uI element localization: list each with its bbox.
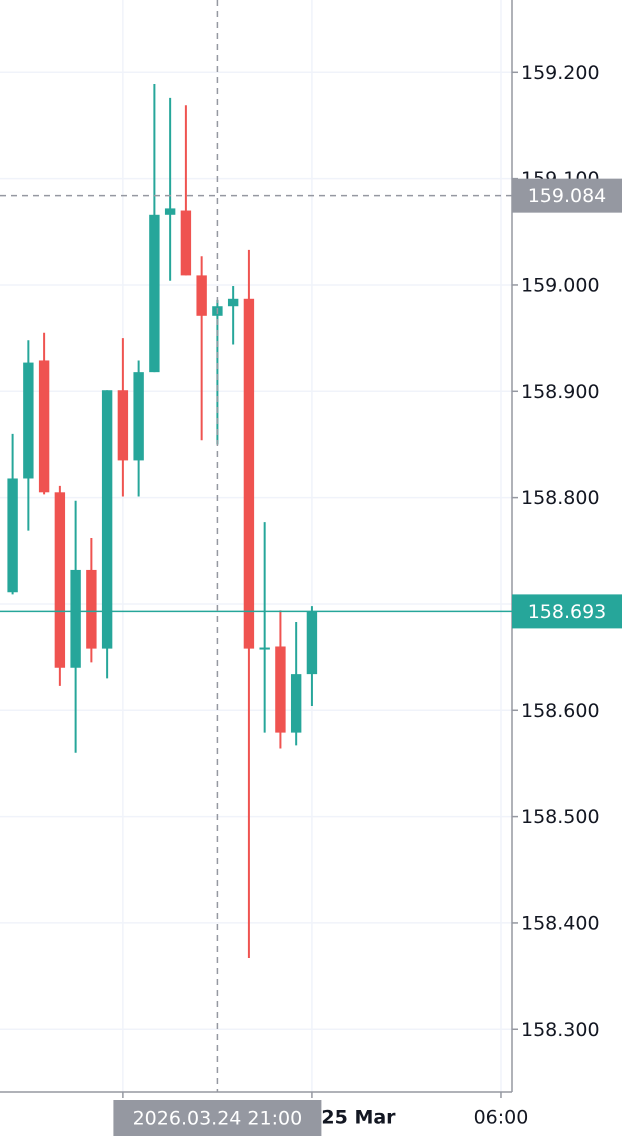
crosshair-time-badge	[113, 1100, 322, 1136]
x-tick-label: 25 Mar	[321, 1107, 396, 1129]
candle-body	[164, 208, 176, 215]
candle-body	[70, 569, 81, 668]
y-tick-label: 158.300	[521, 1019, 600, 1041]
x-tick-label: 06:00	[474, 1107, 529, 1129]
candle-body	[7, 478, 18, 593]
candle-body	[117, 390, 129, 461]
candle-body	[306, 611, 318, 675]
y-tick-label: 158.800	[521, 487, 600, 509]
candle-body	[290, 674, 302, 733]
y-tick-label: 158.400	[521, 912, 600, 934]
candle-body	[149, 214, 160, 373]
y-tick-label: 158.600	[521, 700, 600, 722]
candle-body	[243, 298, 255, 649]
candle-body	[101, 390, 113, 649]
candle-body	[23, 362, 34, 479]
candle-body	[38, 360, 50, 493]
crosshair-time-label: 2026.03.24 21:00	[133, 1108, 303, 1130]
crosshair-price-label: 159.084	[528, 185, 607, 207]
candle-body	[227, 298, 239, 307]
candle-body	[133, 372, 144, 461]
candle-body	[275, 646, 286, 733]
y-tick-label: 159.000	[521, 274, 600, 296]
y-tick-label: 158.500	[521, 806, 600, 828]
crosshair-price-badge	[512, 178, 622, 213]
y-tick-label: 159.200	[521, 62, 600, 84]
candle-body	[86, 569, 97, 649]
last-price-label: 158.693	[528, 601, 607, 623]
candle-body	[196, 275, 207, 316]
candle-body	[54, 492, 66, 668]
y-tick-label: 158.900	[521, 381, 600, 403]
last-price-badge	[512, 594, 622, 629]
candle-body	[259, 647, 270, 650]
candle-body	[180, 210, 192, 276]
